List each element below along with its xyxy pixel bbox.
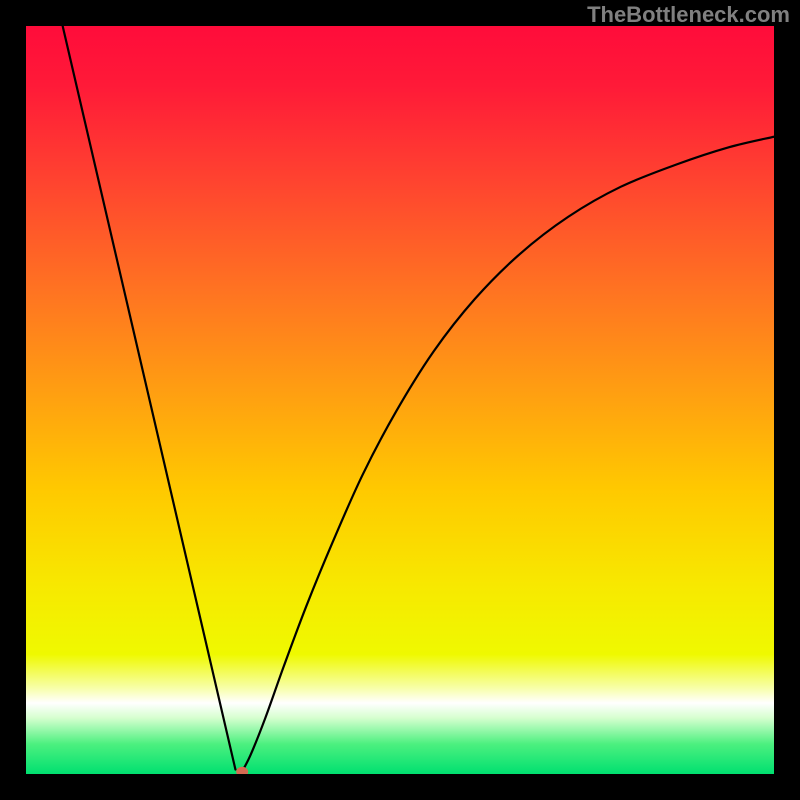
chart-frame: TheBottleneck.com — [0, 0, 800, 800]
bottleneck-chart — [0, 0, 800, 800]
optimal-point-marker — [236, 767, 248, 777]
watermark-text: TheBottleneck.com — [587, 2, 790, 28]
gradient-background — [26, 26, 774, 774]
